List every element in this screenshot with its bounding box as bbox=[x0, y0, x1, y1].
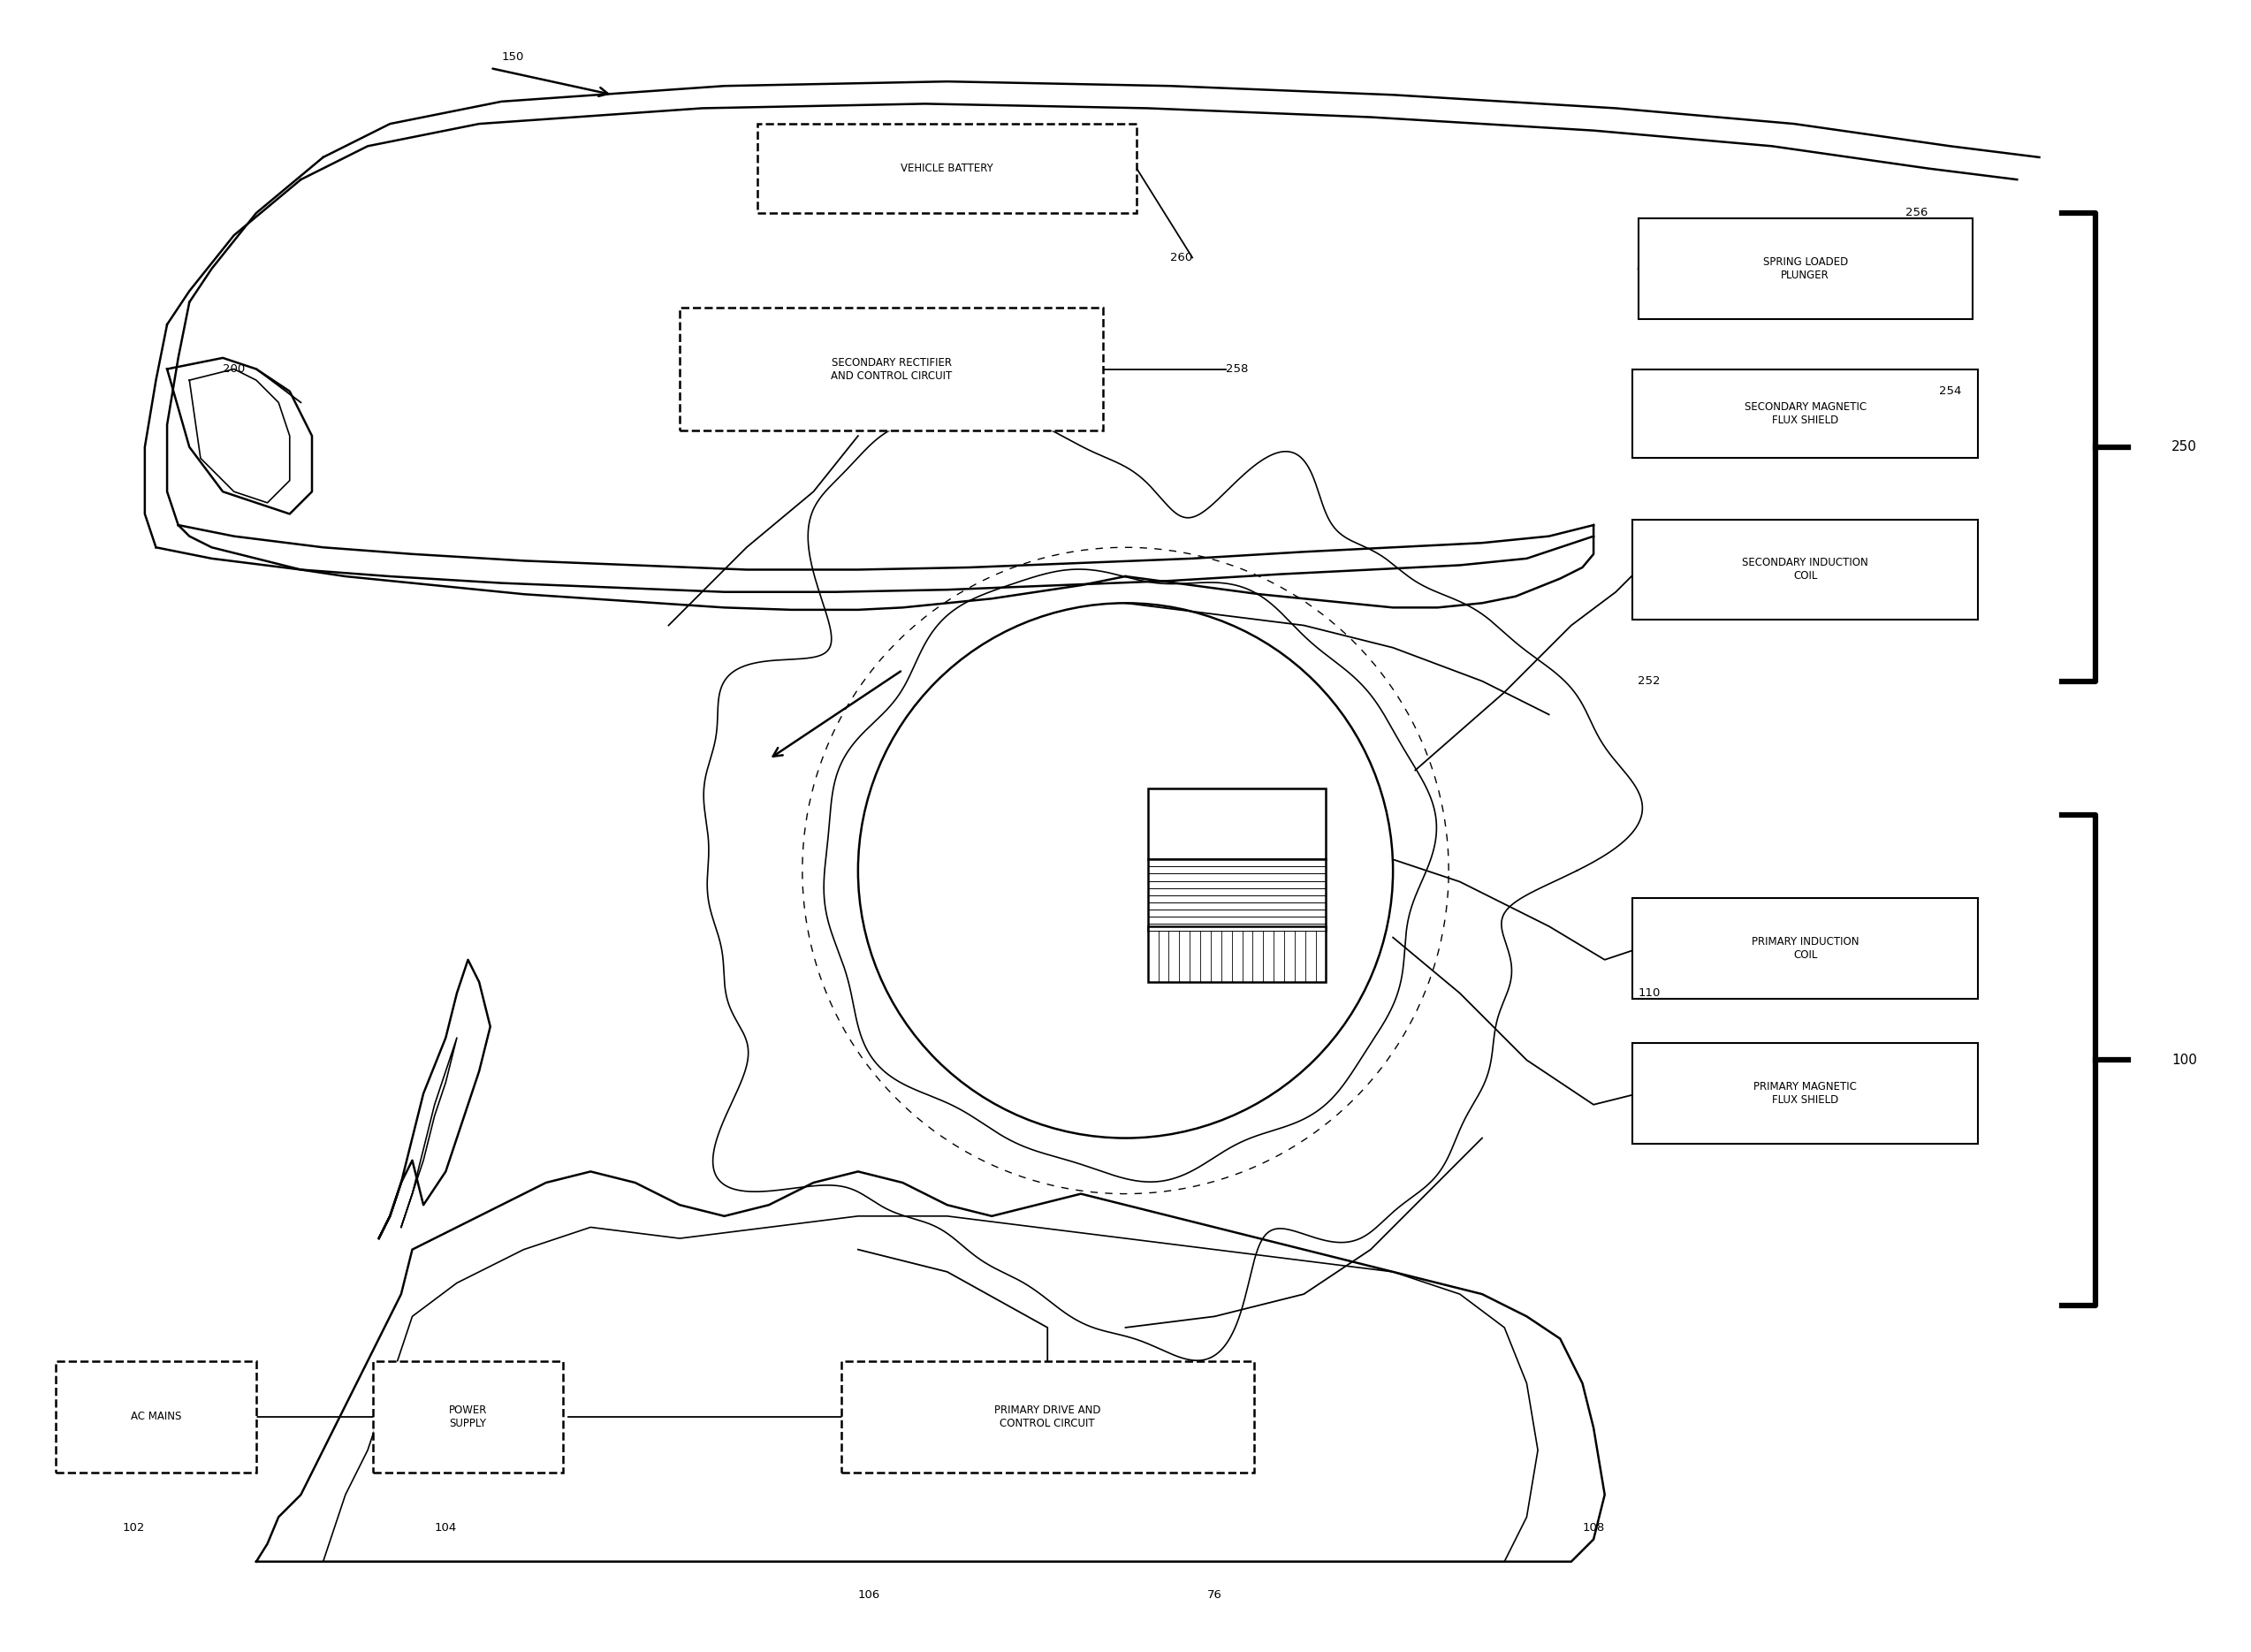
Bar bbox=[680, 307, 1103, 430]
Bar bbox=[56, 1361, 257, 1472]
Text: PRIMARY MAGNETIC
FLUX SHIELD: PRIMARY MAGNETIC FLUX SHIELD bbox=[1754, 1080, 1857, 1105]
Text: 150: 150 bbox=[502, 51, 524, 63]
Bar bbox=[1632, 899, 1979, 999]
Bar bbox=[1148, 859, 1326, 930]
Text: 106: 106 bbox=[858, 1589, 880, 1601]
Text: PRIMARY DRIVE AND
CONTROL CIRCUIT: PRIMARY DRIVE AND CONTROL CIRCUIT bbox=[995, 1404, 1101, 1429]
Bar bbox=[1632, 519, 1979, 620]
Text: 100: 100 bbox=[2172, 1054, 2197, 1067]
Text: AC MAINS: AC MAINS bbox=[131, 1411, 182, 1422]
Text: 252: 252 bbox=[1639, 676, 1661, 687]
Bar bbox=[1632, 1044, 1979, 1143]
Text: 102: 102 bbox=[122, 1523, 144, 1535]
Text: 254: 254 bbox=[1938, 385, 1961, 396]
Text: 110: 110 bbox=[1639, 988, 1661, 999]
Text: 200: 200 bbox=[223, 363, 245, 375]
Text: 76: 76 bbox=[1207, 1589, 1222, 1601]
Text: 258: 258 bbox=[1227, 363, 1247, 375]
Bar bbox=[1148, 927, 1326, 981]
Bar bbox=[842, 1361, 1254, 1472]
Text: 256: 256 bbox=[1907, 206, 1927, 218]
Bar bbox=[759, 124, 1137, 213]
Text: 108: 108 bbox=[1582, 1523, 1605, 1535]
Text: SECONDARY INDUCTION
COIL: SECONDARY INDUCTION COIL bbox=[1742, 557, 1868, 582]
Bar bbox=[1639, 218, 1972, 319]
Text: 104: 104 bbox=[434, 1523, 457, 1535]
Text: SECONDARY RECTIFIER
AND CONTROL CIRCUIT: SECONDARY RECTIFIER AND CONTROL CIRCUIT bbox=[831, 357, 952, 382]
Text: PRIMARY INDUCTION
COIL: PRIMARY INDUCTION COIL bbox=[1751, 937, 1859, 961]
Bar bbox=[374, 1361, 563, 1472]
Text: 260: 260 bbox=[1171, 251, 1193, 263]
Bar bbox=[1148, 788, 1326, 859]
Text: SECONDARY MAGNETIC
FLUX SHIELD: SECONDARY MAGNETIC FLUX SHIELD bbox=[1745, 401, 1866, 426]
Text: POWER
SUPPLY: POWER SUPPLY bbox=[448, 1404, 486, 1429]
Text: VEHICLE BATTERY: VEHICLE BATTERY bbox=[900, 162, 993, 173]
Text: 250: 250 bbox=[2172, 441, 2197, 454]
Text: SPRING LOADED
PLUNGER: SPRING LOADED PLUNGER bbox=[1763, 256, 1848, 281]
Bar bbox=[1632, 368, 1979, 458]
